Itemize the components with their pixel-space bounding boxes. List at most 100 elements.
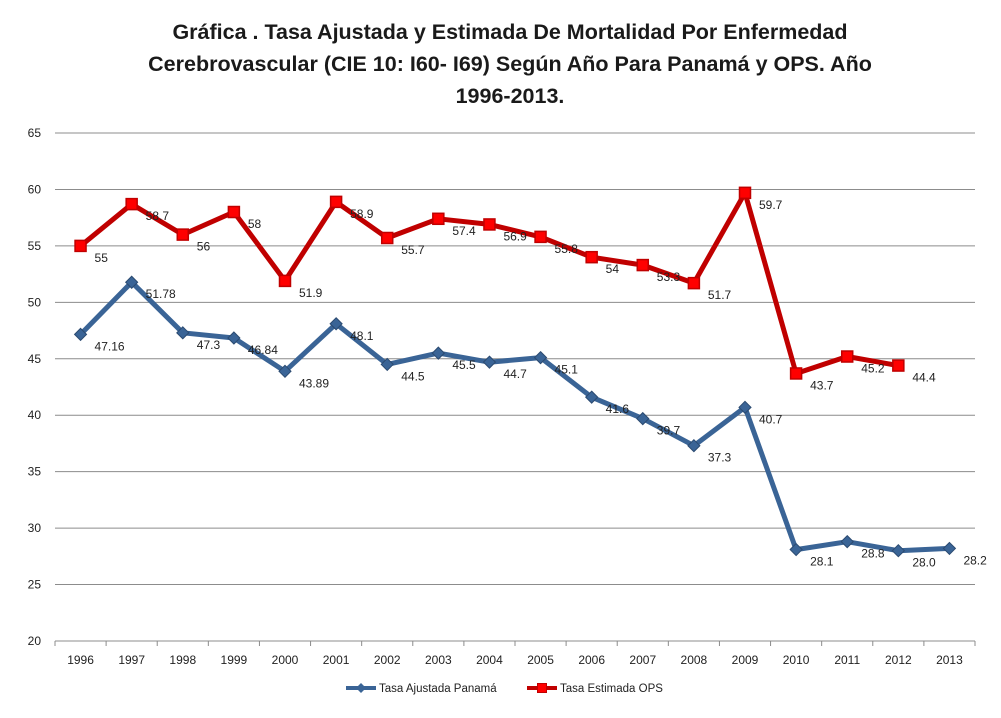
data-label: 57.4: [452, 224, 476, 238]
legend-label: Tasa Estimada OPS: [560, 683, 663, 695]
x-tick-label: 2002: [374, 653, 401, 667]
y-tick-label: 40: [28, 408, 42, 422]
data-point: [176, 326, 190, 340]
data-point: [687, 438, 701, 453]
data-label: 56: [197, 240, 211, 254]
x-tick-label: 2006: [578, 653, 605, 667]
data-label: 47.3: [197, 338, 221, 352]
x-tick-label: 2005: [527, 653, 554, 667]
y-tick-label: 20: [28, 634, 42, 648]
data-label: 44.5: [401, 369, 425, 383]
data-point: [124, 275, 139, 289]
x-tick-label: 2000: [272, 653, 299, 667]
data-point: [432, 212, 445, 226]
data-label: 44.7: [503, 367, 527, 381]
y-tick-label: 60: [28, 182, 42, 196]
data-label: 55.8: [555, 242, 579, 256]
data-point: [840, 534, 854, 549]
x-tick-label: 2001: [323, 653, 350, 667]
x-tick-label: 2003: [425, 653, 452, 667]
data-point: [636, 411, 650, 426]
data-label: 53.3: [657, 270, 681, 284]
data-point: [738, 400, 752, 415]
x-tick-label: 2007: [629, 653, 656, 667]
data-label: 28.1: [810, 555, 834, 569]
gridlines: [55, 132, 975, 642]
data-label: 45.5: [452, 358, 476, 372]
data-point: [329, 317, 343, 331]
data-label: 40.7: [759, 412, 783, 426]
data-label: 45.1: [555, 363, 579, 377]
data-label: 45.2: [861, 362, 885, 376]
data-point: [585, 250, 598, 264]
data-label: 46.84: [248, 343, 278, 357]
x-tick-label: 1999: [221, 653, 248, 667]
x-tick-label: 2008: [681, 653, 708, 667]
x-tick-label: 2004: [476, 653, 503, 667]
data-point: [74, 239, 87, 253]
data-point: [534, 230, 547, 244]
y-tick-label: 25: [28, 578, 42, 592]
x-tick-label: 2013: [936, 653, 963, 667]
data-point: [789, 542, 803, 557]
data-label: 37.3: [708, 451, 732, 465]
data-label: 54: [606, 262, 620, 276]
data-label: 43.89: [299, 376, 329, 390]
data-point: [227, 331, 241, 345]
data-point: [840, 350, 854, 363]
data-label: 58.9: [350, 207, 374, 221]
data-labels: 47.16 51.78 47.3 46.84 43.89 48.1 44.5 45.5 44.7…: [95, 198, 988, 570]
data-label: 59.7: [759, 198, 783, 212]
y-tick-label: 55: [28, 239, 42, 253]
data-label: 28.8: [861, 547, 885, 561]
data-label: 39.7: [657, 424, 681, 438]
data-label: 55: [95, 251, 109, 265]
data-label: 51.9: [299, 286, 323, 300]
y-tick-label: 45: [28, 352, 42, 366]
data-point: [738, 186, 752, 200]
data-point: [482, 355, 497, 369]
y-tick-label: 30: [28, 521, 42, 535]
data-point: [73, 327, 88, 342]
y-tick-label: 65: [28, 126, 42, 140]
legend-swatch-marker: [537, 683, 547, 693]
data-point: [533, 350, 548, 365]
data-point: [176, 228, 190, 241]
y-tick-label: 35: [28, 465, 42, 479]
data-point: [380, 357, 394, 372]
legend-swatch-marker: [356, 683, 366, 693]
series-markers: [73, 186, 957, 558]
data-label: 44.4: [912, 371, 936, 385]
x-tick-label: 2010: [783, 653, 810, 667]
data-label: 51.7: [708, 288, 732, 302]
data-point: [687, 276, 701, 290]
data-label: 41.6: [606, 402, 630, 416]
data-point: [891, 543, 906, 558]
data-label: 56.9: [503, 229, 527, 243]
data-label: 47.16: [95, 339, 125, 353]
y-tick-label: 50: [28, 295, 42, 309]
data-label: 28.2: [963, 553, 987, 567]
chart-title: Gráfica . Tasa Ajustada y Estimada De Mo…: [60, 16, 960, 112]
x-tick-label: 1997: [118, 653, 145, 667]
data-label: 51.78: [146, 287, 176, 301]
series-line: [78, 279, 952, 554]
data-point: [636, 258, 650, 272]
axes: 20 25 30 35 40 45 50 55 60 65 1996 1997 1998 1999 2000…: [28, 126, 976, 667]
data-label: 43.7: [810, 378, 834, 392]
data-point: [431, 346, 446, 360]
data-label: 48.1: [350, 329, 374, 343]
data-label: 58: [248, 217, 262, 231]
data-point: [329, 195, 343, 209]
x-tick-label: 2012: [885, 653, 912, 667]
data-label: 28.0: [912, 556, 936, 570]
x-tick-label: 1996: [67, 653, 94, 667]
chart-title-line-3: 1996-2013.: [455, 84, 565, 108]
legend-label: Tasa Ajustada Panamá: [379, 683, 497, 695]
chart-title-line-1: Gráfica . Tasa Ajustada y Estimada De Mo…: [172, 20, 848, 44]
data-point: [227, 205, 241, 219]
data-point: [125, 197, 138, 211]
data-point: [942, 541, 957, 556]
x-tick-label: 2011: [834, 653, 860, 667]
chart-title-line-2: Cerebrovascular (CIE 10: I60- I69) Según…: [148, 52, 872, 76]
